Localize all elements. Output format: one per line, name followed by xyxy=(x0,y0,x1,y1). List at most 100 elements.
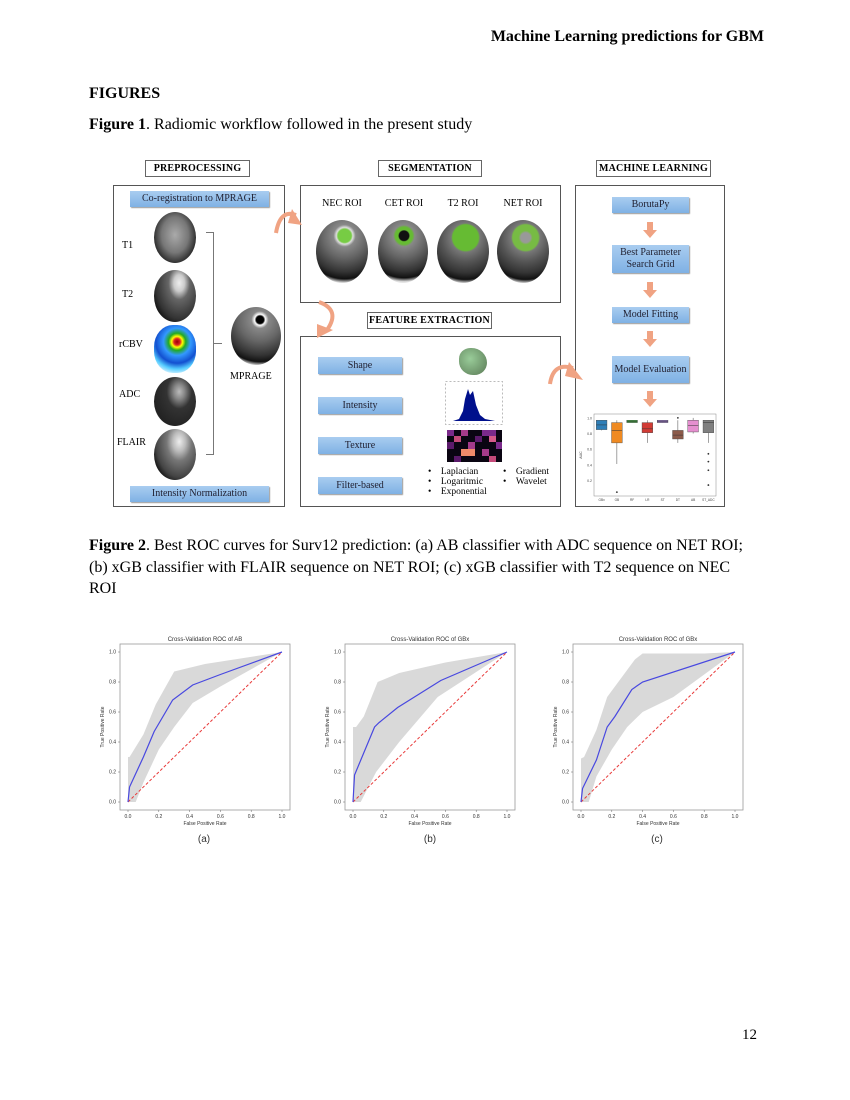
y-tick-label: 0.4 xyxy=(587,463,592,467)
y-tick-label: 0.6 xyxy=(587,448,592,452)
curved-arrow-icon xyxy=(274,209,302,234)
t2-label: T2 xyxy=(122,289,134,300)
roc-chart-c: Cross-Validation ROC of GBx 0.0 0.2 0.4 0.6 0… xyxy=(553,637,744,827)
box xyxy=(611,422,623,444)
t1-label: T1 xyxy=(122,240,134,251)
mprage-label: MPRAGE xyxy=(230,371,272,382)
x-tick-label: 0.4 xyxy=(411,814,418,820)
filter-gradient: Gradient xyxy=(515,467,550,477)
x-tick-label: 0.2 xyxy=(608,814,615,820)
intensity-features: Intensity xyxy=(318,397,402,414)
mprage-image xyxy=(231,307,281,365)
x-tick-label: 0.8 xyxy=(473,814,480,820)
y-tick-label: 0.4 xyxy=(334,740,341,746)
x-tick-label: 1.0 xyxy=(732,814,739,820)
nec-roi-label: NEC ROI xyxy=(322,198,362,209)
section-title: FIGURES xyxy=(89,85,161,102)
x-tick-label: 0.6 xyxy=(217,814,224,820)
tumor-3d-shape-icon xyxy=(459,348,487,375)
texture-matrix-icon xyxy=(447,430,502,462)
outlier-point xyxy=(707,484,710,486)
y-tick-label: 1.0 xyxy=(562,650,569,656)
x-tick-label: ST_ADC xyxy=(702,498,715,502)
auc-boxplot: 0.2 0.4 0.6 0.8 1.0 AUC GBx GB RF LR ST DT AB ST_ADC xyxy=(579,413,717,502)
x-tick-label: RF xyxy=(630,498,634,502)
box xyxy=(702,420,714,433)
flair-label: FLAIR xyxy=(117,437,146,448)
y-tick-label: 0.2 xyxy=(334,770,341,776)
t2-roi-label: T2 ROI xyxy=(447,198,479,209)
x-tick-label: LR xyxy=(645,498,650,502)
net-roi-label: NET ROI xyxy=(503,198,543,209)
plot-frame xyxy=(572,643,744,811)
t2-image xyxy=(154,270,196,322)
running-title: Machine Learning predictions for GBM xyxy=(490,28,764,45)
chance-line xyxy=(580,651,736,803)
box xyxy=(672,430,684,440)
box xyxy=(657,420,669,423)
x-axis-label: False Positive Rate xyxy=(183,821,226,827)
filter-item: • Exponential xyxy=(428,487,487,497)
coregistration-step: Co-registration to MPRAGE xyxy=(130,191,269,207)
machine-learning-heading: MACHINE LEARNING xyxy=(596,160,711,177)
filter-laplacian: Laplacian xyxy=(440,467,479,477)
segmentation-heading: SEGMENTATION xyxy=(378,160,482,177)
y-tick-label: 0.0 xyxy=(562,800,569,806)
x-tick-label: 0.0 xyxy=(578,814,585,820)
filter-item: • Logaritmic xyxy=(428,477,484,487)
filter-exponential: Exponential xyxy=(440,487,487,497)
y-tick-label: 1.0 xyxy=(587,416,592,420)
curved-arrow-icon xyxy=(548,362,583,385)
x-tick-label: ST xyxy=(661,498,665,502)
flair-image xyxy=(154,429,196,480)
confidence-band xyxy=(581,652,735,802)
x-tick-label: 0.8 xyxy=(248,814,255,820)
confidence-band xyxy=(353,652,507,802)
y-tick-label: 0.2 xyxy=(587,479,592,483)
t2-roi-image xyxy=(437,220,489,283)
nec-roi-image xyxy=(316,220,368,283)
y-tick-label: 0.4 xyxy=(562,740,569,746)
mean-roc-line xyxy=(580,651,736,803)
outlier-point xyxy=(707,452,710,455)
x-tick-label: 1.0 xyxy=(504,814,511,820)
panel-label-a: (a) xyxy=(197,834,211,845)
x-tick-label: 0.6 xyxy=(670,814,677,820)
x-axis-label: False Positive Rate xyxy=(636,821,679,827)
t1-image xyxy=(154,212,196,263)
panel-label-c: (c) xyxy=(651,834,663,845)
cet-roi-label: CET ROI xyxy=(384,198,424,209)
outlier-point xyxy=(615,491,618,493)
x-tick-label: 0.0 xyxy=(350,814,357,820)
y-axis-label: True Positive Rate xyxy=(325,706,331,747)
y-tick-label: 0.6 xyxy=(334,710,341,716)
rcbv-label: rCBV xyxy=(119,339,143,350)
figure1-caption-text: . Radiomic workflow followed in the pres… xyxy=(146,116,473,133)
x-tick-label: 0.2 xyxy=(155,814,162,820)
adc-image xyxy=(154,377,196,426)
x-tick-label: 0.4 xyxy=(186,814,193,820)
model-evaluation-step: Model Evaluation xyxy=(612,356,689,383)
intensity-normalization-step: Intensity Normalization xyxy=(130,486,269,502)
bracket-tick xyxy=(214,343,222,344)
box xyxy=(626,420,638,423)
preprocessing-heading: PREPROCESSING xyxy=(145,160,250,177)
outlier-point xyxy=(707,460,710,463)
box xyxy=(641,422,653,433)
adc-label: ADC xyxy=(119,389,141,400)
filter-item: • Wavelet xyxy=(503,477,547,487)
x-tick-label: 0.4 xyxy=(639,814,646,820)
y-axis-label: True Positive Rate xyxy=(553,706,559,747)
parameter-search-step: Best Parameter Search Grid xyxy=(612,245,689,273)
y-tick-label: 0.8 xyxy=(109,680,116,686)
filter-item: • Gradient xyxy=(503,467,550,477)
shape-features: Shape xyxy=(318,357,402,374)
texture-features: Texture xyxy=(318,437,402,454)
y-tick-label: 0.8 xyxy=(562,680,569,686)
x-tick-label: DT xyxy=(676,498,680,502)
chance-line xyxy=(352,651,508,803)
y-axis-label: True Positive Rate xyxy=(100,706,106,747)
curved-arrow-icon xyxy=(317,300,335,338)
rcbv-image xyxy=(154,325,196,373)
page-number: 12 xyxy=(742,1027,757,1043)
